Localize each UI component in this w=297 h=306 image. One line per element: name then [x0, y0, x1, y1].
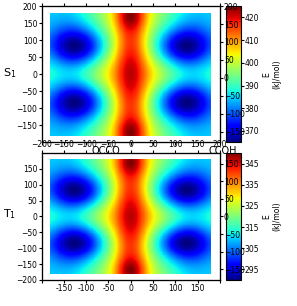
Text: S$_1$: S$_1$	[3, 66, 16, 80]
Text: OCCO: OCCO	[91, 147, 120, 156]
Text: T$_1$: T$_1$	[3, 207, 16, 221]
Y-axis label: E
(kJ/mol): E (kJ/mol)	[262, 202, 282, 231]
Text: CCOH: CCOH	[208, 147, 237, 156]
Y-axis label: E
(kJ/mol): E (kJ/mol)	[262, 59, 282, 89]
